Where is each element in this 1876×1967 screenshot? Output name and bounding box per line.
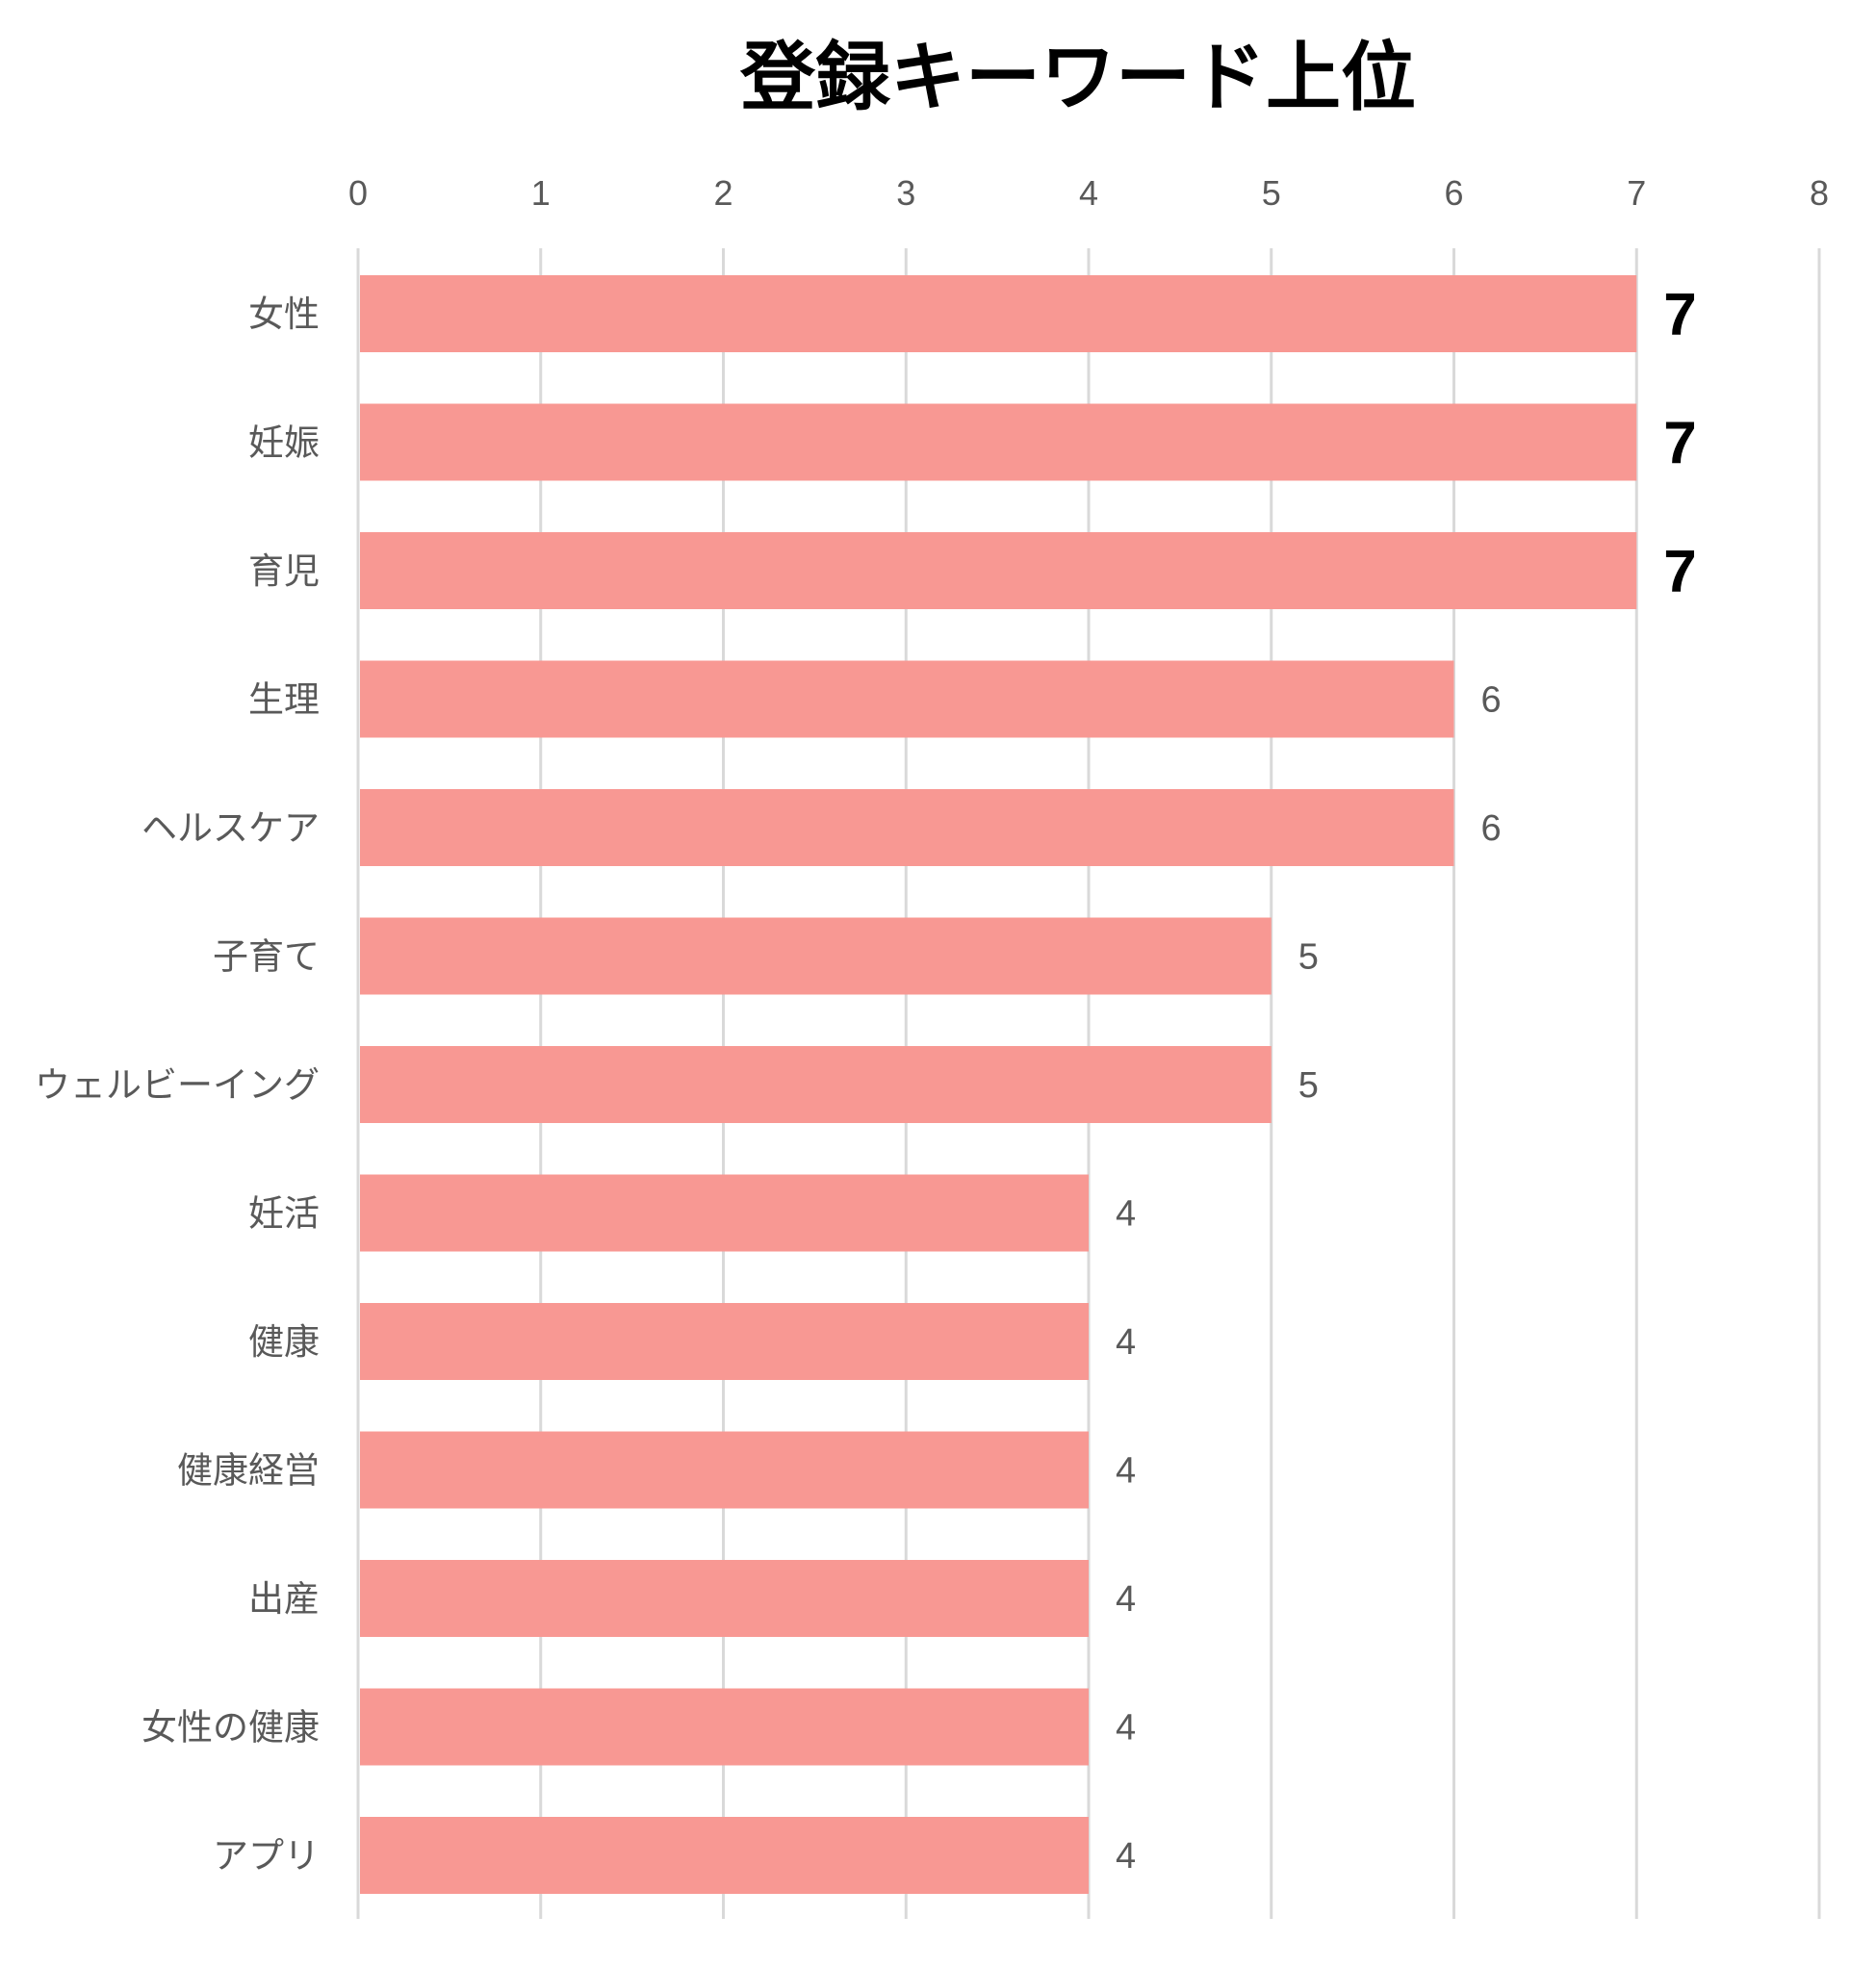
data-label: 6 xyxy=(1481,680,1502,721)
bar xyxy=(360,1688,1089,1766)
x-tick-label: 0 xyxy=(348,173,368,213)
data-label: 4 xyxy=(1116,1579,1136,1620)
data-label: 4 xyxy=(1116,1194,1136,1235)
data-label: 7 xyxy=(1663,282,1696,348)
data-label: 7 xyxy=(1663,539,1696,605)
category-label: 健康 xyxy=(248,1321,320,1363)
bar xyxy=(360,917,1272,995)
category-labels: 女性妊娠育児生理ヘルスケア子育てウェルビーイング妊活健康健康経営出産女性の健康ア… xyxy=(35,294,320,1877)
bar xyxy=(360,1817,1089,1894)
data-label: 5 xyxy=(1298,937,1319,978)
bar xyxy=(360,275,1637,352)
x-tick-label: 4 xyxy=(1079,173,1098,213)
category-label: 育児 xyxy=(248,550,320,592)
bar xyxy=(360,789,1454,866)
data-label: 4 xyxy=(1116,1451,1136,1492)
category-label: 出産 xyxy=(248,1578,320,1620)
x-tick-label: 5 xyxy=(1262,173,1281,213)
x-tick-label: 3 xyxy=(896,173,915,213)
category-label: 健康経営 xyxy=(177,1450,320,1492)
category-label: 女性 xyxy=(248,294,320,335)
data-label: 4 xyxy=(1116,1836,1136,1877)
bar xyxy=(360,1174,1089,1252)
x-tick-label: 2 xyxy=(713,173,732,213)
category-label: 女性の健康 xyxy=(141,1707,320,1749)
bar xyxy=(360,532,1637,609)
category-label: 妊娠 xyxy=(248,422,320,464)
x-tick-label: 7 xyxy=(1627,173,1646,213)
data-label: 4 xyxy=(1116,1322,1136,1363)
data-label: 6 xyxy=(1481,808,1502,849)
category-label: アプリ xyxy=(213,1835,320,1877)
bar xyxy=(360,1431,1089,1509)
bar xyxy=(360,1303,1089,1380)
data-label: 4 xyxy=(1116,1708,1136,1749)
data-labels: 7 7 7 6 6 5 5 4 4 4 4 4 4 xyxy=(1116,282,1697,1877)
category-label: ヘルスケア xyxy=(141,807,320,849)
chart-title: 登録キーワード上位 xyxy=(739,35,1416,121)
category-label: 妊活 xyxy=(248,1193,320,1235)
data-label: 7 xyxy=(1663,411,1696,477)
x-axis-ticks: 0 1 2 3 4 5 6 7 8 xyxy=(348,173,1829,213)
data-label: 5 xyxy=(1298,1065,1319,1106)
category-label: ウェルビーイング xyxy=(35,1064,320,1106)
x-tick-label: 6 xyxy=(1444,173,1463,213)
bar xyxy=(360,660,1454,738)
x-tick-label: 1 xyxy=(531,173,551,213)
bar xyxy=(360,1046,1272,1123)
category-label: 子育て xyxy=(213,936,320,978)
category-label: 生理 xyxy=(248,679,320,721)
bar xyxy=(360,1560,1089,1637)
x-tick-label: 8 xyxy=(1810,173,1829,213)
bar xyxy=(360,403,1637,481)
bars xyxy=(360,275,1637,1894)
